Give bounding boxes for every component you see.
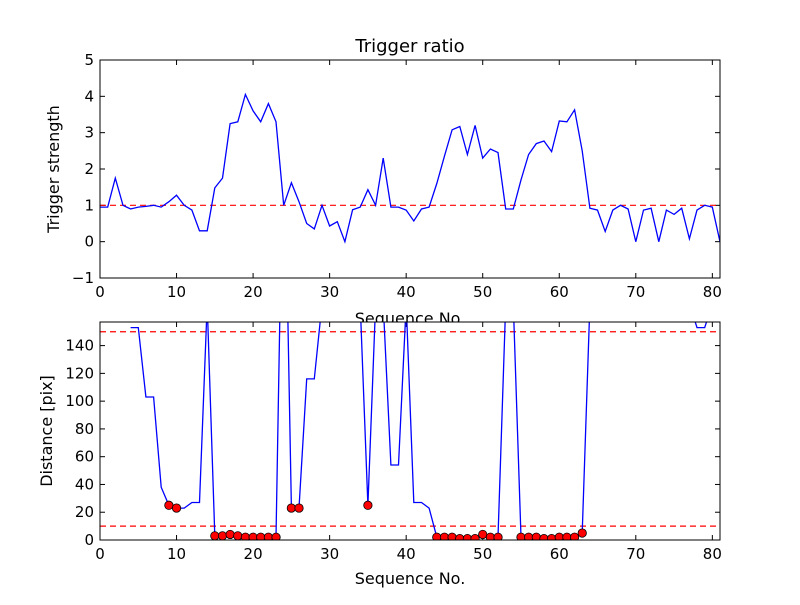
- y-tick-label: 4: [84, 87, 94, 105]
- plot-frame: [99, 321, 721, 541]
- y-tick-label: 1: [84, 196, 94, 214]
- x-tick-label: 80: [703, 283, 722, 301]
- x-tick-label: 20: [244, 283, 263, 301]
- x-tick-label: 50: [473, 545, 492, 563]
- y-tick-label: 2: [84, 160, 94, 178]
- x-tick-label: 30: [320, 545, 339, 563]
- x-tick-label: 60: [550, 545, 569, 563]
- data-point-marker: [217, 531, 228, 540]
- y-tick-label: 3: [84, 124, 94, 142]
- chart-title: Trigger ratio: [354, 36, 464, 57]
- data-point-marker: [455, 534, 465, 540]
- data-point-marker: [478, 529, 488, 540]
- y-axis-label: Distance [pix]: [37, 375, 56, 487]
- x-tick-label: 70: [626, 545, 645, 563]
- data-point-marker: [470, 534, 480, 540]
- y-tick-label: −1: [72, 269, 94, 287]
- data-point-marker: [577, 528, 587, 538]
- x-tick-label: 20: [244, 545, 263, 563]
- data-point-marker: [233, 531, 243, 540]
- data-point-marker: [171, 503, 182, 513]
- x-tick-label: 50: [473, 283, 492, 301]
- x-axis-label: Sequence No.: [355, 569, 466, 588]
- y-tick-label: 80: [75, 420, 94, 438]
- data-point-marker: [294, 503, 304, 513]
- y-axis-label: Trigger strength: [44, 105, 63, 234]
- data-point-marker: [271, 532, 281, 540]
- x-tick-label: 60: [550, 283, 569, 301]
- y-tick-label: 120: [65, 364, 94, 382]
- x-tick-label: 40: [397, 545, 416, 563]
- y-tick-label: 100: [65, 392, 94, 410]
- x-tick-label: 10: [167, 545, 186, 563]
- data-point-marker: [493, 532, 503, 540]
- data-point-marker: [286, 503, 296, 513]
- axis-ticks: 0 10 20 30 40 50 60 70 80 0 20 40 60 80 100 120 140: [65, 322, 722, 563]
- y-tick-label: 40: [75, 475, 94, 493]
- trigger-ratio-panel: Trigger ratio 0 10 20 30 40 50 60 70 80−1012345 …: [44, 36, 722, 328]
- x-tick-label: 80: [703, 545, 722, 563]
- y-tick-label: 5: [84, 51, 94, 69]
- data-point-marker: [569, 532, 580, 540]
- data-point-marker: [225, 529, 235, 540]
- data-point-marker: [539, 534, 549, 540]
- y-tick-label: 60: [75, 448, 94, 466]
- x-tick-label: 0: [95, 545, 105, 563]
- y-tick-label: 20: [75, 503, 94, 521]
- x-tick-label: 10: [167, 283, 186, 301]
- y-tick-label: 0: [84, 233, 94, 251]
- y-tick-label: 0: [84, 531, 94, 549]
- plot-frame: [99, 59, 721, 279]
- plot-area: [100, 322, 720, 540]
- x-tick-label: 30: [320, 283, 339, 301]
- x-tick-label: 0: [95, 283, 105, 301]
- data-point-marker: [462, 534, 473, 540]
- marker-group: [164, 500, 587, 540]
- plot-area: [100, 60, 720, 278]
- data-point-marker: [547, 534, 557, 540]
- data-point-marker: [164, 500, 174, 510]
- series-line: [100, 92, 720, 244]
- x-tick-label: 40: [397, 283, 416, 301]
- distance-panel: 0 10 20 30 40 50 60 70 80 0 20 40 60 80 100 120 140 Sequ…: [37, 321, 722, 588]
- data-point-marker: [363, 500, 373, 510]
- data-point-marker: [210, 531, 220, 540]
- x-tick-label: 70: [626, 283, 645, 301]
- y-tick-label: 140: [65, 337, 94, 355]
